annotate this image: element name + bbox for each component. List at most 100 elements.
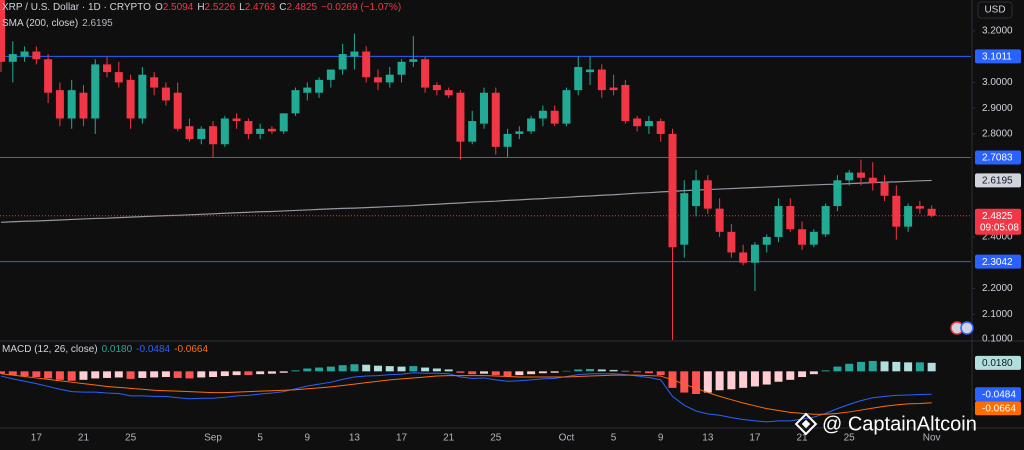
macd-histogram-bar — [833, 366, 842, 372]
candle-body — [868, 177, 877, 183]
macd-histogram-bar — [915, 362, 924, 372]
macd-histogram-bar — [232, 371, 241, 376]
macd-histogram-bar — [256, 371, 265, 375]
candle-body — [809, 231, 818, 245]
candle-body — [244, 121, 253, 134]
y-tick-label: 2.4000 — [982, 232, 1013, 243]
candle-body — [527, 118, 536, 132]
macd-histogram-bar — [91, 371, 100, 379]
x-tick-label: 21 — [443, 433, 455, 444]
y-tick-label: 2.1000 — [982, 309, 1013, 320]
macd-name: MACD (12, 26, close) — [2, 344, 98, 355]
macd-histogram-bar — [279, 371, 288, 373]
candle-body — [574, 66, 583, 91]
candle-body — [456, 92, 465, 142]
candle-body — [656, 121, 665, 134]
macd-histogram-bar — [845, 363, 854, 372]
candle-body — [845, 172, 854, 181]
candle-body — [503, 133, 512, 147]
macd-histogram-bar — [8, 371, 17, 376]
y-axis-bottom-label: 0.1000 — [982, 334, 1013, 345]
level-label-text: 2.3042 — [982, 257, 1013, 268]
macd-histogram-bar — [220, 371, 229, 377]
macd-label: 0.0180 — [975, 355, 1021, 370]
macd-histogram-bar — [644, 371, 653, 374]
candle-body — [232, 118, 241, 122]
macd-histogram-bar — [892, 361, 901, 372]
macd-histogram-bar — [880, 361, 889, 372]
x-tick-label: 17 — [396, 433, 408, 444]
macd-histogram-bar — [138, 371, 147, 378]
macd-histogram-bar — [338, 365, 347, 372]
ohlc-o: O2.5094 — [155, 2, 193, 13]
macd-histogram-bar — [750, 371, 759, 387]
macd-signal-value: -0.0664 — [174, 344, 209, 355]
candle-body — [32, 51, 41, 60]
macd-histogram-bar — [126, 371, 135, 379]
macd-histogram-bar — [656, 371, 665, 376]
candle-body — [692, 180, 701, 207]
macd-histogram-bar — [856, 361, 865, 372]
candle-body — [856, 172, 865, 178]
symbol-legend: XRP / U.S. Dollar · 1D · CRYPTO O2.5094 … — [2, 2, 401, 13]
candle-body — [480, 92, 488, 124]
macd-histogram-bar — [209, 371, 218, 377]
x-tick-label: Sep — [204, 433, 222, 444]
candle-body — [432, 85, 441, 91]
axes: 3.2000 3.0000 2.9000 2.8000 2.4000 2.2000 2.10… — [31, 26, 1021, 444]
macd-label-text: 0.0180 — [982, 358, 1013, 369]
x-tick-label: 21 — [78, 433, 90, 444]
candle-body — [750, 244, 759, 263]
macd-histogram-bar — [727, 371, 736, 390]
candle-body — [668, 133, 677, 248]
candle-body — [798, 229, 807, 245]
candle-body — [209, 126, 218, 145]
macd-histogram-bar — [114, 371, 123, 378]
macd-histogram-bar — [373, 365, 382, 372]
x-tick-label: 25 — [125, 433, 137, 444]
candle-body — [326, 69, 335, 80]
ohlc-value: 2.5226 — [204, 2, 236, 13]
macd-histogram-bar — [409, 366, 418, 372]
sma-value: 2.6195 — [82, 18, 113, 29]
macd-histogram-bar — [562, 370, 571, 372]
candle-body — [138, 74, 147, 119]
watermark-logo — [794, 412, 818, 436]
candle-body — [103, 64, 112, 73]
candle-body — [621, 85, 630, 122]
macd-histogram-bar — [185, 371, 194, 379]
macd-histogram-bar — [597, 369, 606, 372]
candle-body — [256, 128, 265, 134]
macd-histogram-bar — [103, 371, 112, 378]
macd-histogram-bar — [362, 364, 371, 372]
macd-histogram-bar — [586, 368, 595, 372]
x-tick-label: Oct — [559, 433, 575, 444]
macd-histogram-bar — [161, 371, 170, 377]
candle-body — [597, 69, 606, 91]
macd-histogram-bar — [703, 371, 712, 393]
candle-body — [515, 131, 524, 134]
macd-histogram-bar — [633, 371, 642, 373]
macd-histogram-bar — [421, 367, 430, 372]
candle-body — [703, 180, 712, 209]
macd-histogram-bar — [315, 367, 324, 372]
candle-body — [126, 79, 135, 119]
ohlc-key: O — [154, 2, 163, 13]
level-label-box — [975, 150, 1021, 165]
x-tick-label: 25 — [490, 433, 502, 444]
level-label: 2.7083 — [975, 150, 1021, 165]
macd-histogram-bar — [385, 366, 394, 372]
candle-body — [915, 206, 924, 209]
last-price-text: 2.4825 — [982, 211, 1013, 222]
x-tick-label: 17 — [31, 433, 43, 444]
candle-body — [727, 231, 736, 253]
candle-body — [44, 59, 53, 93]
candle-body — [444, 90, 453, 96]
candle-body — [150, 77, 159, 88]
candle-body — [20, 51, 29, 57]
macd-histogram-bar — [55, 371, 64, 380]
candle-body — [67, 90, 76, 119]
